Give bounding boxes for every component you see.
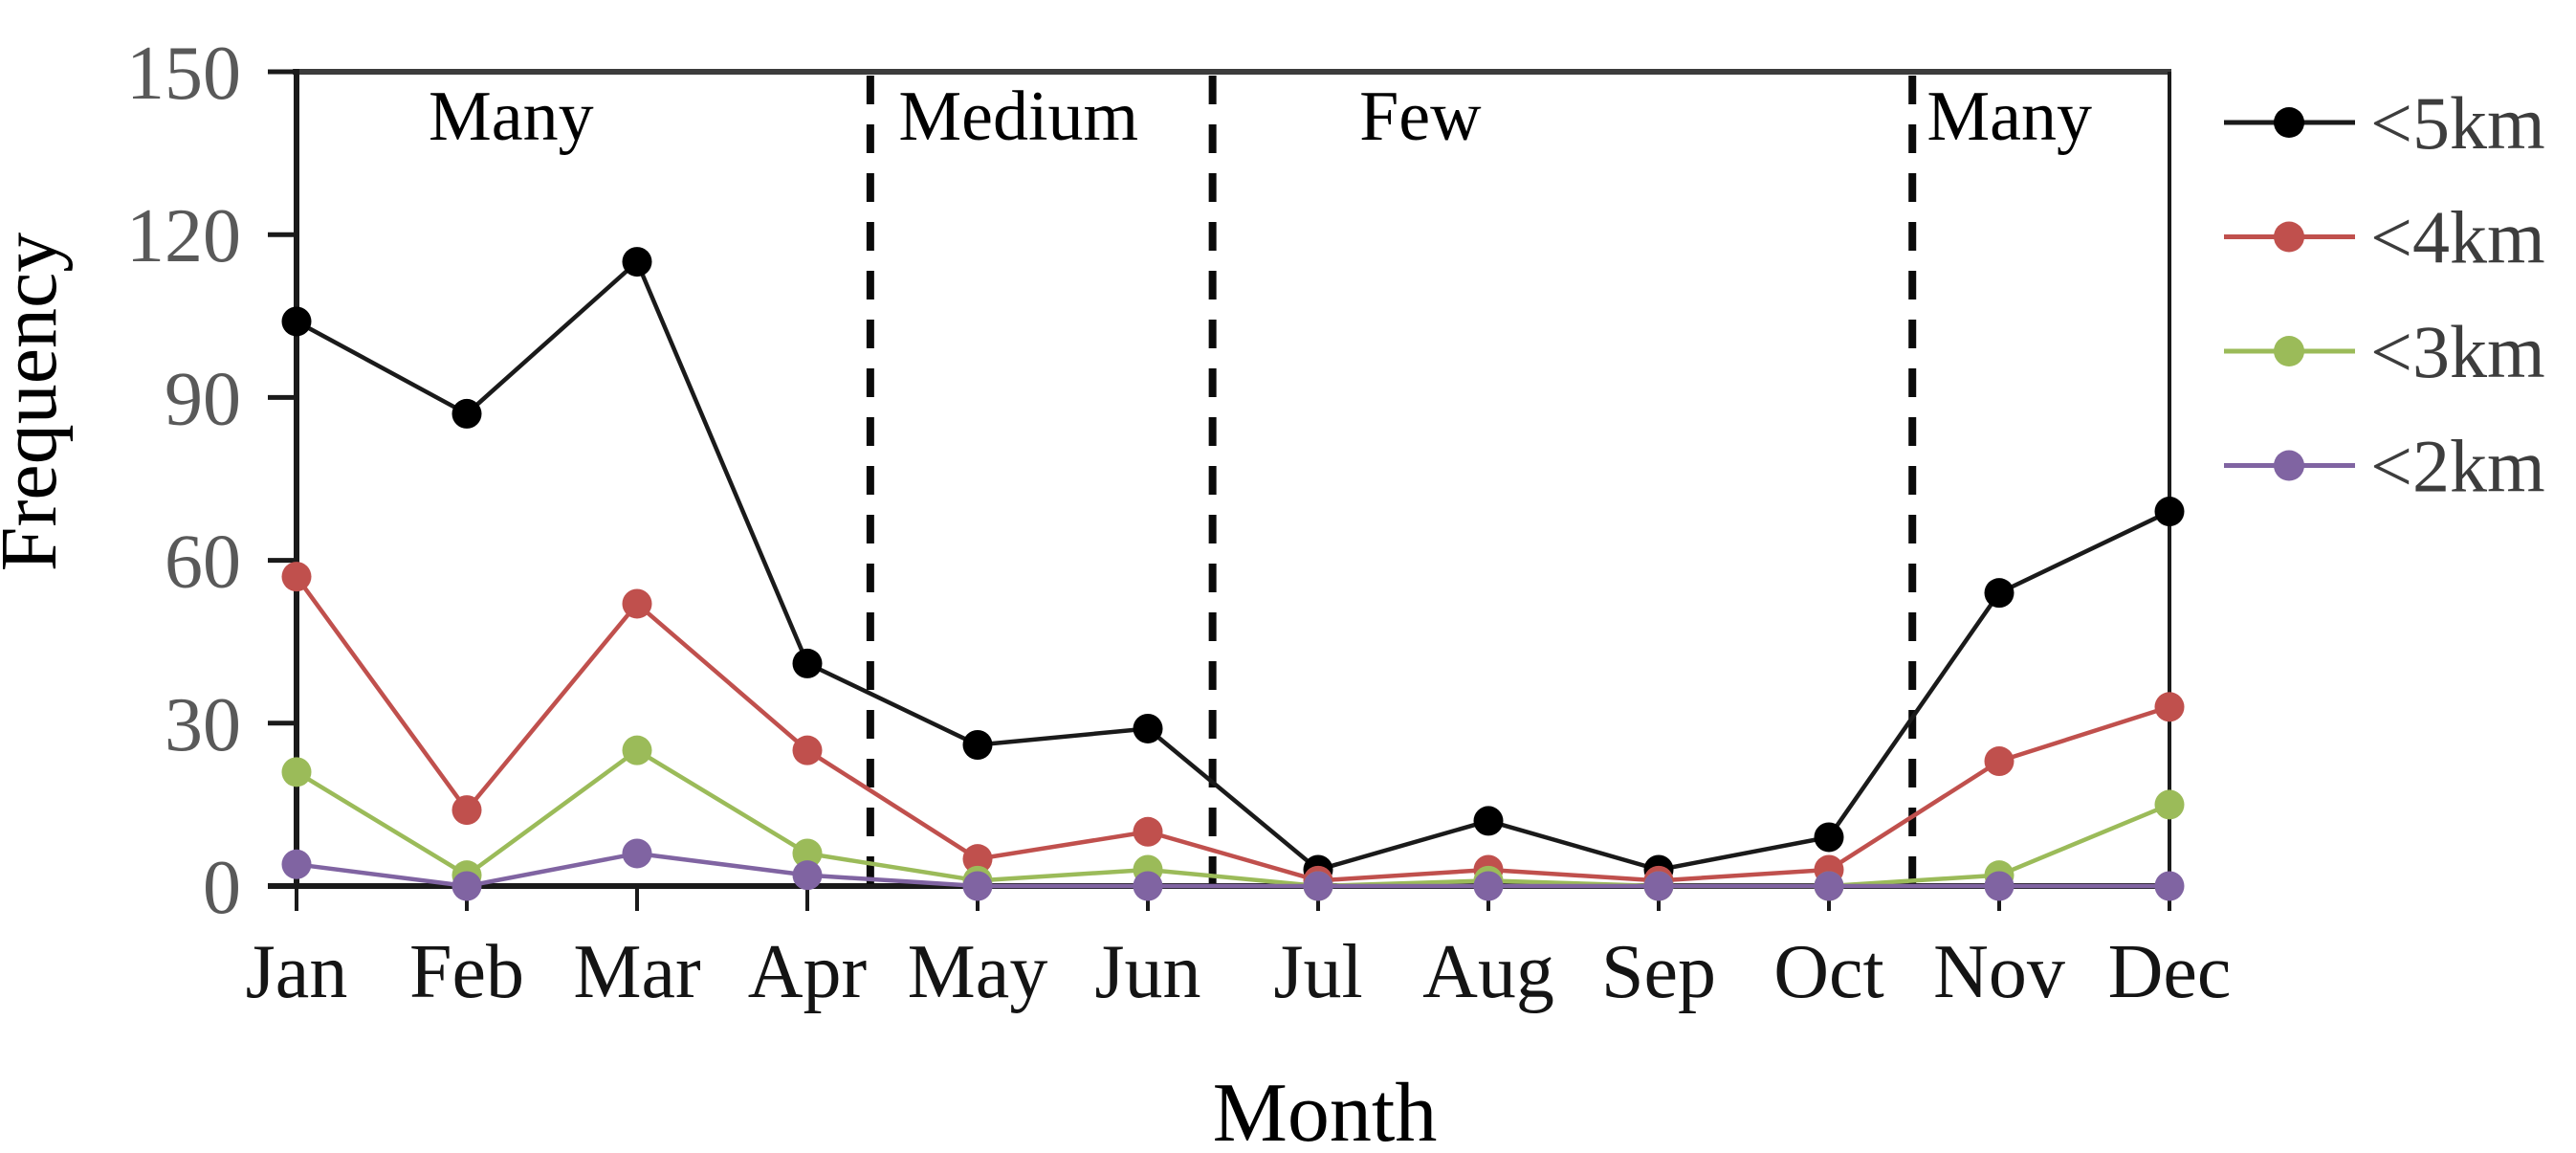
y-tick-label-120: 120 [126, 194, 241, 278]
y-tick-label-0: 0 [203, 846, 241, 930]
legend-marker-lt5km [2274, 107, 2304, 138]
data-point-lt3km-apr [792, 838, 823, 869]
x-tick-label-sep: Sep [1601, 930, 1716, 1014]
data-point-lt4km-jun [1133, 816, 1163, 847]
data-point-lt5km-feb [451, 398, 482, 429]
y-axis-ticks: 0 30 60 90 120 150 [126, 32, 297, 930]
data-point-lt5km-mar [622, 247, 652, 277]
data-point-lt2km-aug [1473, 871, 1504, 901]
data-point-lt4km-jan [281, 562, 312, 592]
legend-item-lt3km: <3km [2224, 310, 2545, 393]
data-point-lt2km-oct [1814, 871, 1844, 901]
data-point-lt5km-aug [1473, 806, 1504, 836]
x-tick-label-jun: Jun [1094, 930, 1200, 1014]
data-point-lt4km-dec [2154, 692, 2185, 722]
x-tick-label-aug: Aug [1422, 930, 1554, 1014]
series-line-lt2km [296, 851, 2169, 889]
data-point-lt3km-dec [2154, 789, 2185, 820]
series-lt2km [281, 838, 2185, 901]
series-lt3km [281, 735, 2185, 901]
x-axis-ticks: Jan Feb Mar Apr May Jun Jul Aug Sep Oct Nov Dec [246, 886, 2232, 1014]
data-point-lt2km-nov [1984, 871, 2015, 901]
x-tick-label-dec: Dec [2108, 930, 2232, 1014]
x-tick-label-feb: Feb [409, 930, 524, 1014]
y-tick-label-30: 30 [165, 683, 241, 767]
region-labels: Many Medium Few Many [429, 78, 2092, 156]
x-tick-label-jul: Jul [1273, 930, 1362, 1014]
legend-marker-lt2km [2274, 450, 2304, 481]
data-point-lt2km-jul [1303, 871, 1333, 901]
data-point-lt2km-feb [451, 871, 482, 901]
data-point-lt5km-apr [792, 648, 823, 678]
series-lt5km [281, 247, 2185, 885]
data-point-lt3km-jan [281, 757, 312, 787]
data-point-lt2km-jun [1133, 871, 1163, 901]
data-point-lt2km-sep [1643, 871, 1674, 901]
x-tick-label-nov: Nov [1933, 930, 2065, 1014]
y-tick-label-150: 150 [126, 32, 241, 116]
data-point-lt5km-jun [1133, 713, 1163, 743]
region-label-many-1: Many [429, 78, 594, 156]
region-label-medium-2: Medium [898, 78, 1138, 156]
x-tick-label-apr: Apr [748, 930, 867, 1014]
data-point-lt5km-may [962, 729, 993, 760]
legend-item-lt4km: <4km [2224, 196, 2545, 279]
legend-item-lt2km: <2km [2224, 425, 2545, 508]
legend-marker-lt4km [2274, 221, 2304, 253]
legend-marker-lt3km [2274, 336, 2304, 366]
data-point-lt2km-apr [792, 860, 823, 891]
x-tick-label-oct: Oct [1773, 930, 1884, 1014]
series-lt4km [281, 562, 2185, 896]
data-point-lt5km-nov [1984, 578, 2015, 609]
legend-label-lt3km: <3km [2370, 310, 2545, 393]
x-tick-label-mar: Mar [573, 930, 700, 1014]
data-point-lt4km-apr [792, 735, 823, 765]
legend-item-lt5km: <5km [2224, 81, 2545, 165]
data-point-lt4km-mar [622, 588, 652, 619]
data-point-lt4km-feb [451, 795, 482, 826]
plot-frame [268, 69, 2171, 889]
data-point-lt5km-jan [281, 306, 312, 337]
data-point-lt2km-jan [281, 849, 312, 879]
region-dividers [866, 76, 1917, 884]
data-point-lt3km-mar [622, 735, 652, 765]
data-point-lt2km-mar [622, 838, 652, 869]
data-point-lt5km-oct [1814, 822, 1844, 853]
x-tick-label-jan: Jan [246, 930, 348, 1014]
legend-label-lt5km: <5km [2370, 81, 2545, 165]
data-point-lt4km-nov [1984, 746, 2015, 777]
y-tick-label-90: 90 [165, 357, 241, 441]
data-point-lt2km-may [962, 871, 993, 901]
legend-label-lt2km: <2km [2370, 425, 2545, 508]
x-tick-label-may: May [908, 930, 1048, 1014]
data-point-lt4km-may [962, 844, 993, 875]
region-label-few-3: Few [1359, 78, 1482, 156]
series-line-lt5km [295, 259, 2170, 873]
y-axis-title: Frequency [0, 233, 74, 572]
series-line-lt4km [295, 575, 2170, 883]
x-axis-title: Month [1213, 1067, 1438, 1153]
legend: <5km <4km <3km <2km [2224, 81, 2545, 508]
data-point-lt2km-dec [2154, 871, 2185, 901]
data-point-lt5km-dec [2154, 497, 2185, 527]
legend-label-lt4km: <4km [2370, 196, 2545, 279]
y-tick-label-60: 60 [165, 521, 241, 605]
region-label-many-4: Many [1926, 78, 2092, 156]
